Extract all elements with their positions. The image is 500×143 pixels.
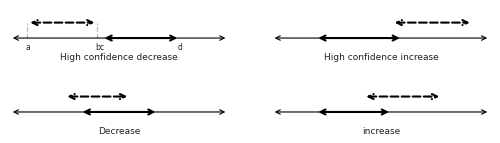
Text: Decrease: Decrease (98, 127, 140, 136)
Text: High confidence increase: High confidence increase (324, 53, 438, 62)
Text: d: d (178, 43, 182, 52)
Text: High confidence decrease: High confidence decrease (60, 53, 178, 62)
Text: a: a (25, 43, 30, 52)
Text: b: b (95, 43, 100, 52)
Text: increase: increase (362, 127, 400, 136)
Text: c: c (100, 43, 103, 52)
